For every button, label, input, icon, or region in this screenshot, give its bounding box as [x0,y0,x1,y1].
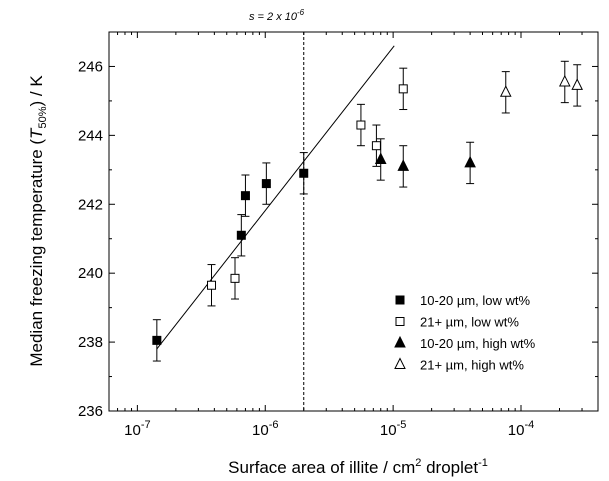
y-tick-label: 240 [78,265,103,282]
x-tick-base: 10 [508,422,525,439]
x-tick-label: 10-6 [252,419,278,439]
legend-marker [394,335,406,348]
data-point [230,273,240,283]
x-tick-label: 10-7 [124,419,150,439]
data-point [356,120,366,130]
data-point [240,191,250,201]
x-axis-title: Surface area of illite / cm2 droplet-1 [228,457,488,477]
threshold-annotation: s = 2 x 10-6 [249,8,305,23]
data-point [236,230,246,240]
y-tick-label: 246 [78,58,103,75]
x-axis-title-sup2: -1 [478,457,488,469]
y-tick-labels: 236 238 240 242 244 246 [78,58,103,420]
x-tick-exp: -5 [397,419,407,431]
data-point [464,155,476,168]
x-tick-exp: -6 [269,419,279,431]
axis-ticks [108,32,599,412]
legend-label: 21+ µm, low wt% [420,315,519,330]
x-tick-base: 10 [380,422,397,439]
annotation-text: s = 2 x 10 [249,11,298,23]
y-axis-title-T: T [27,127,46,139]
legend-label: 10-20 µm, low wt% [420,293,531,308]
legend-marker [395,317,405,326]
data-point [571,78,583,90]
data-points [152,60,583,362]
data-point [374,152,387,164]
y-tick-label: 236 [78,403,103,420]
x-tick-exp: -4 [524,419,534,431]
data-point [207,280,217,290]
legend: 10-20 µm, low wt% 21+ µm, low wt% 10-20 µm… [394,293,536,373]
annotation-exp: -6 [297,8,305,17]
x-axis-title-mid: droplet [421,458,478,477]
data-point [261,179,271,189]
x-tick-base: 10 [124,422,141,439]
x-tick-label: 10-5 [380,419,406,439]
legend-label: 21+ µm, high wt% [420,358,524,373]
y-tick-label: 244 [78,127,103,144]
x-tick-label: 10-4 [508,419,534,439]
x-tick-labels: 10-7 10-6 10-5 10-4 [124,419,534,439]
x-axis-title-sup1: 2 [415,457,421,469]
plot-frame [108,31,599,412]
fit-line [156,45,395,350]
reference-lines [156,32,395,411]
legend-label: 10-20 µm, high wt% [420,336,536,351]
y-axis-title: Median freezing temperature (T50%) / K [27,75,49,367]
data-point [371,141,381,151]
data-point [499,85,512,97]
y-axis-title-post: ) / K [27,75,46,107]
data-point [397,159,410,171]
y-tick-label: 242 [78,196,103,213]
x-axis-title-pre: Surface area of illite / cm [228,458,415,477]
y-axis-title-sub: 50% [37,106,49,128]
legend-marker [395,295,405,305]
x-tick-base: 10 [252,422,269,439]
data-point [558,74,571,87]
data-point [152,335,162,345]
data-point [299,168,309,178]
data-point [398,84,408,94]
y-tick-label: 238 [78,334,103,351]
x-tick-exp: -7 [141,419,151,431]
y-axis-title-pre: Median freezing temperature ( [27,139,46,367]
legend-marker [394,357,406,369]
